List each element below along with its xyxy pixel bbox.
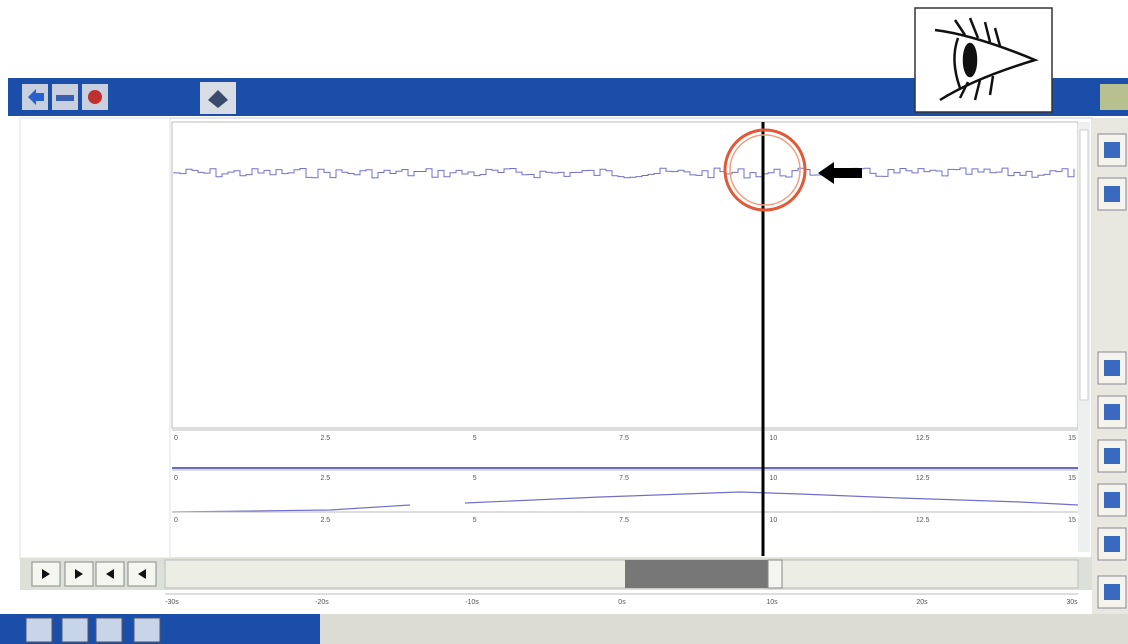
time-tick-label: -20s: [315, 599, 329, 606]
x-tick-label: 10: [769, 435, 777, 442]
vehicle-icon: [56, 95, 74, 101]
x-tick-label: 10: [769, 475, 777, 482]
tool-icon: [1104, 536, 1120, 552]
eye-icon-box: [914, 7, 1053, 113]
x-tick-label: 12.5: [916, 517, 930, 524]
task-button[interactable]: [25, 617, 53, 643]
traces: 0 2.5 5 7.5 10 12.5 15 0 2.5 5 7.5 10 12.5 15 0 2.5 5 7.5…: [171, 167, 1079, 524]
time-handle[interactable]: [767, 559, 783, 589]
time-tick-label: 10s: [766, 599, 778, 606]
back-icon: [28, 89, 44, 105]
tool-button[interactable]: [1097, 527, 1127, 561]
x-tick-label: 7.5: [619, 475, 629, 482]
tools-icon: [88, 90, 102, 104]
x-tick-label: 15: [1068, 475, 1076, 482]
x-tick-label: 0: [174, 435, 178, 442]
x-tick-label: 7.5: [619, 435, 629, 442]
x-tick-label: 5: [473, 435, 477, 442]
x-tick-label: 0: [174, 517, 178, 524]
x-tick-label: 2.5: [320, 517, 330, 524]
time-scrollbar[interactable]: [164, 559, 1079, 589]
trace-line: [173, 167, 1075, 179]
x-tick-label: 12.5: [916, 475, 930, 482]
tool-icon: [1104, 404, 1120, 420]
x-tick-label: 15: [1068, 435, 1076, 442]
x-tick-label: 2.5: [320, 475, 330, 482]
x-tick-label: 5: [473, 517, 477, 524]
tool-icon: [1104, 584, 1120, 600]
x-tick-label: 15: [1068, 517, 1076, 524]
tool-icon: [1104, 492, 1120, 508]
nav-icon: [138, 569, 146, 579]
nav-icon: [106, 569, 114, 579]
tool-icon: [1104, 186, 1120, 202]
trace-line: [171, 491, 1079, 513]
x-tick-label: 0: [174, 475, 178, 482]
task-button[interactable]: [95, 617, 123, 643]
tool-icon: [1104, 360, 1120, 376]
x-tick-label: 10: [769, 517, 777, 524]
print-icon: [208, 90, 228, 108]
arrow: [818, 162, 862, 184]
time-window[interactable]: [625, 560, 770, 588]
tool-button[interactable]: [1097, 575, 1127, 609]
time-tick-label: 30s: [1066, 599, 1078, 606]
time-tick-label: 0s: [618, 599, 626, 606]
x-tick-label: 5: [473, 475, 477, 482]
scrollbar-thumb[interactable]: [1079, 129, 1089, 401]
tool-icon: [1104, 142, 1120, 158]
task-button[interactable]: [133, 617, 161, 643]
nav-icon: [75, 569, 83, 579]
nav-icon: [42, 569, 50, 579]
highlight-circle: [729, 134, 801, 206]
task-button[interactable]: [61, 617, 89, 643]
corner-button[interactable]: [1100, 84, 1128, 110]
x-tick-label: 12.5: [916, 435, 930, 442]
plot-area: [171, 121, 1079, 429]
highlight-circle: [723, 128, 807, 212]
x-tick-label: 2.5: [320, 435, 330, 442]
time-tick-label: -10s: [465, 599, 479, 606]
time-tick-label: 20s: [916, 599, 928, 606]
eye-icon: [934, 17, 1039, 102]
x-tick-label: 7.5: [619, 517, 629, 524]
tool-icon: [1104, 448, 1120, 464]
time-tick-label: -30s: [165, 599, 179, 606]
signal-list: [19, 117, 171, 559]
